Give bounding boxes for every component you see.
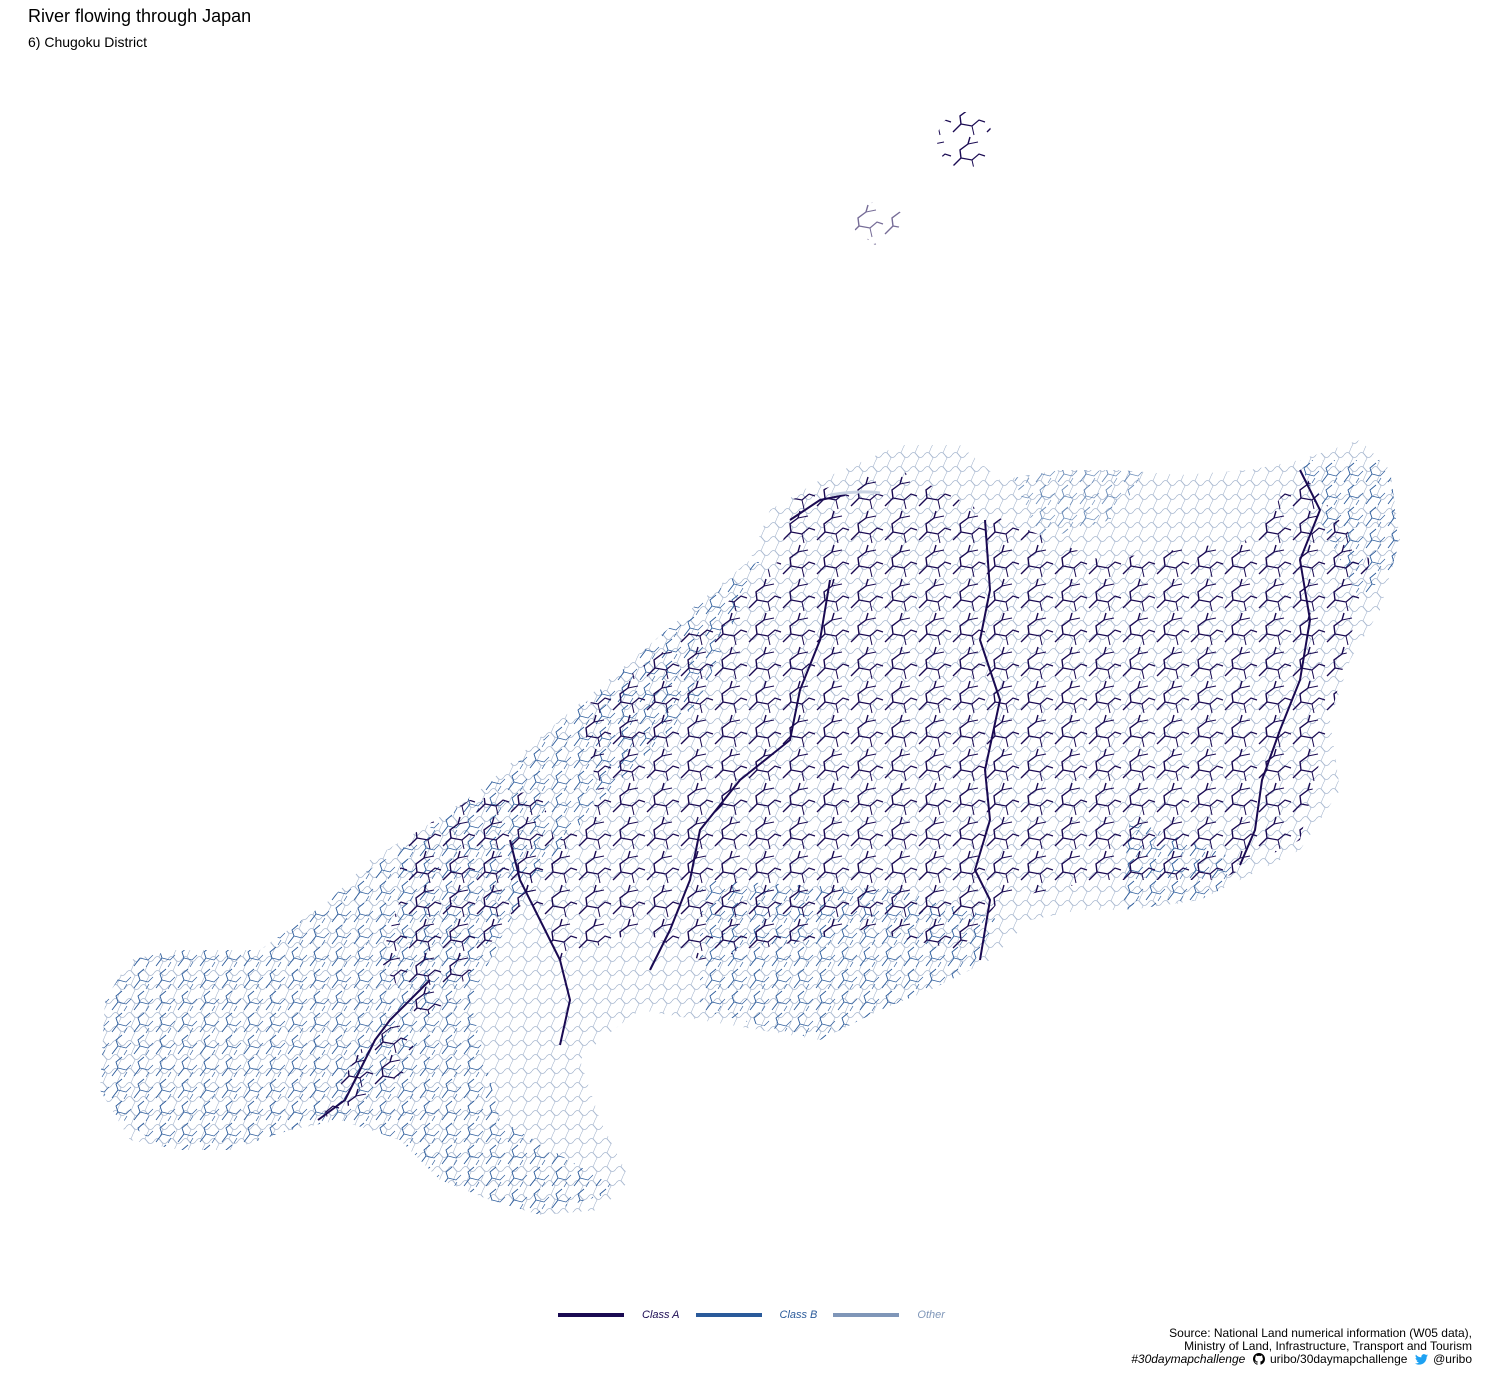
caption: Source: National Land numerical informat… <box>1131 1327 1472 1368</box>
legend-key-class-a <box>558 1313 624 1317</box>
oki-islands <box>850 112 993 245</box>
legend-item-class-a: Class A <box>558 1309 680 1321</box>
caption-hashtag: #30daymapchallenge <box>1131 1352 1245 1366</box>
legend-key-class-b <box>696 1313 762 1317</box>
caption-social-line: #30daymapchallenge uribo/30daymapchallen… <box>1131 1353 1472 1368</box>
legend: Class A Class B Other <box>558 1306 961 1324</box>
legend-label-class-a: Class A <box>642 1309 680 1321</box>
caption-twitter-handle[interactable]: @uribo <box>1433 1352 1472 1366</box>
caption-github-handle[interactable]: uribo/30daymapchallenge <box>1270 1352 1407 1366</box>
river-map <box>0 0 1500 1290</box>
github-icon <box>1253 1353 1265 1368</box>
legend-key-other <box>833 1313 899 1317</box>
legend-label-other: Other <box>917 1309 945 1321</box>
twitter-icon <box>1415 1354 1428 1368</box>
legend-item-class-b: Class B <box>696 1309 818 1321</box>
legend-item-other: Other <box>833 1309 945 1321</box>
legend-label-class-b: Class B <box>780 1309 818 1321</box>
